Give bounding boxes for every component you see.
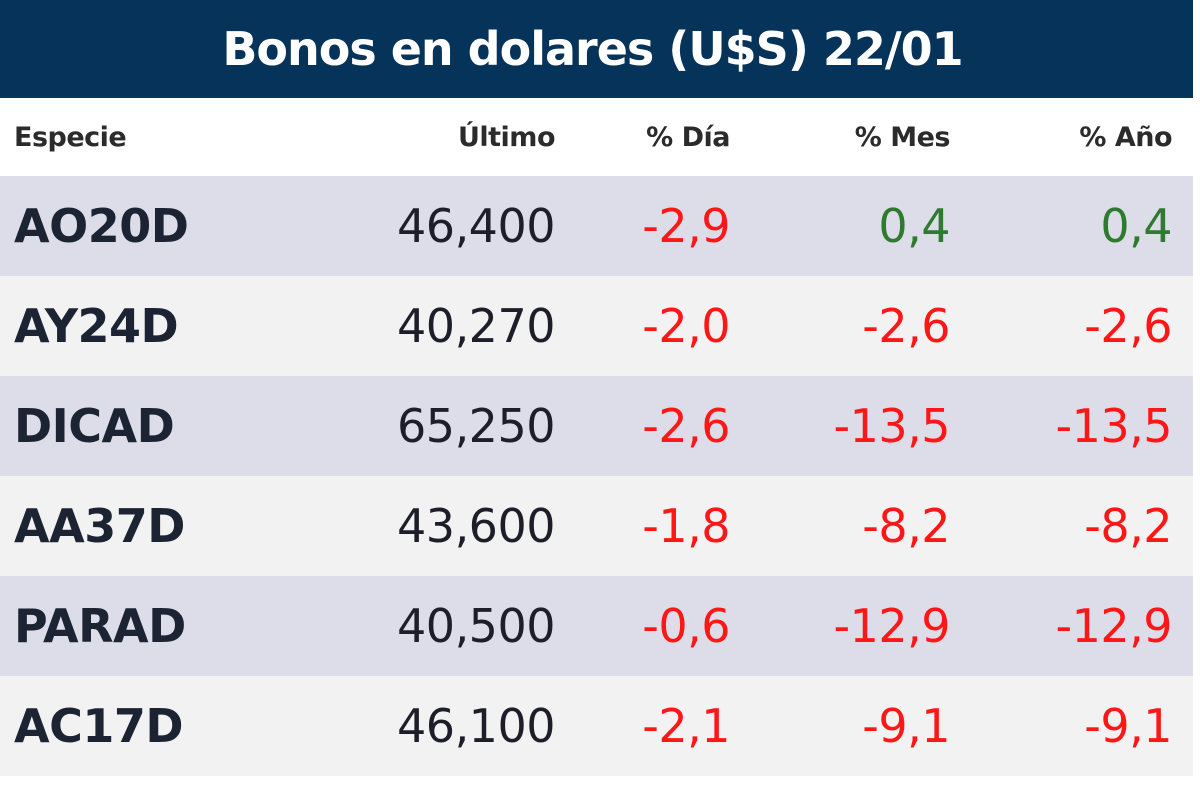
title-bar: Bonos en dolares (U$S) 22/01 [0,0,1193,98]
ultimo-cell: 46,100 [397,699,555,753]
especie-cell: DICAD [14,399,175,453]
dia-cell: -2,6 [642,399,730,453]
dia-cell: -0,6 [642,599,730,653]
especie-cell: AC17D [14,699,184,753]
ultimo-cell: 46,400 [397,199,555,253]
anio-cell: -12,9 [1055,599,1172,653]
mes-cell: -13,5 [833,399,950,453]
mes-cell: -9,1 [862,699,950,753]
anio-cell: -2,6 [1084,299,1172,353]
dia-cell: -2,1 [642,699,730,753]
column-header-mes: % Mes [854,121,951,153]
table-row: AO20D 46,400 -2,9 0,4 0,4 [0,176,1193,276]
table-row: AA37D 43,600 -1,8 -8,2 -8,2 [0,476,1193,576]
dia-cell: -1,8 [642,499,730,553]
column-header-especie: Especie [14,121,127,153]
ultimo-cell: 43,600 [397,499,555,553]
anio-cell: -8,2 [1084,499,1172,553]
table-title: Bonos en dolares (U$S) 22/01 [222,22,963,76]
especie-cell: PARAD [14,599,186,653]
table-row: AC17D 46,100 -2,1 -9,1 -9,1 [0,676,1193,776]
especie-cell: AA37D [14,499,185,553]
dia-cell: -2,0 [642,299,730,353]
bond-prices-table: Bonos en dolares (U$S) 22/01 Especie Últ… [0,0,1193,776]
table-row: PARAD 40,500 -0,6 -12,9 -12,9 [0,576,1193,676]
dia-cell: -2,9 [642,199,730,253]
especie-cell: AY24D [14,299,179,353]
mes-cell: 0,4 [878,199,950,253]
ultimo-cell: 40,270 [397,299,555,353]
especie-cell: AO20D [14,199,189,253]
mes-cell: -12,9 [833,599,950,653]
mes-cell: -2,6 [862,299,950,353]
header-row: Especie Último % Día % Mes % Año [0,98,1193,176]
column-header-dia: % Día [646,121,730,153]
table-row: DICAD 65,250 -2,6 -13,5 -13,5 [0,376,1193,476]
table-row: AY24D 40,270 -2,0 -2,6 -2,6 [0,276,1193,376]
anio-cell: -9,1 [1084,699,1172,753]
column-header-anio: % Año [1079,121,1172,153]
anio-cell: 0,4 [1100,199,1172,253]
ultimo-cell: 65,250 [397,399,555,453]
column-header-ultimo: Último [457,121,556,153]
mes-cell: -8,2 [862,499,950,553]
ultimo-cell: 40,500 [397,599,555,653]
anio-cell: -13,5 [1055,399,1172,453]
